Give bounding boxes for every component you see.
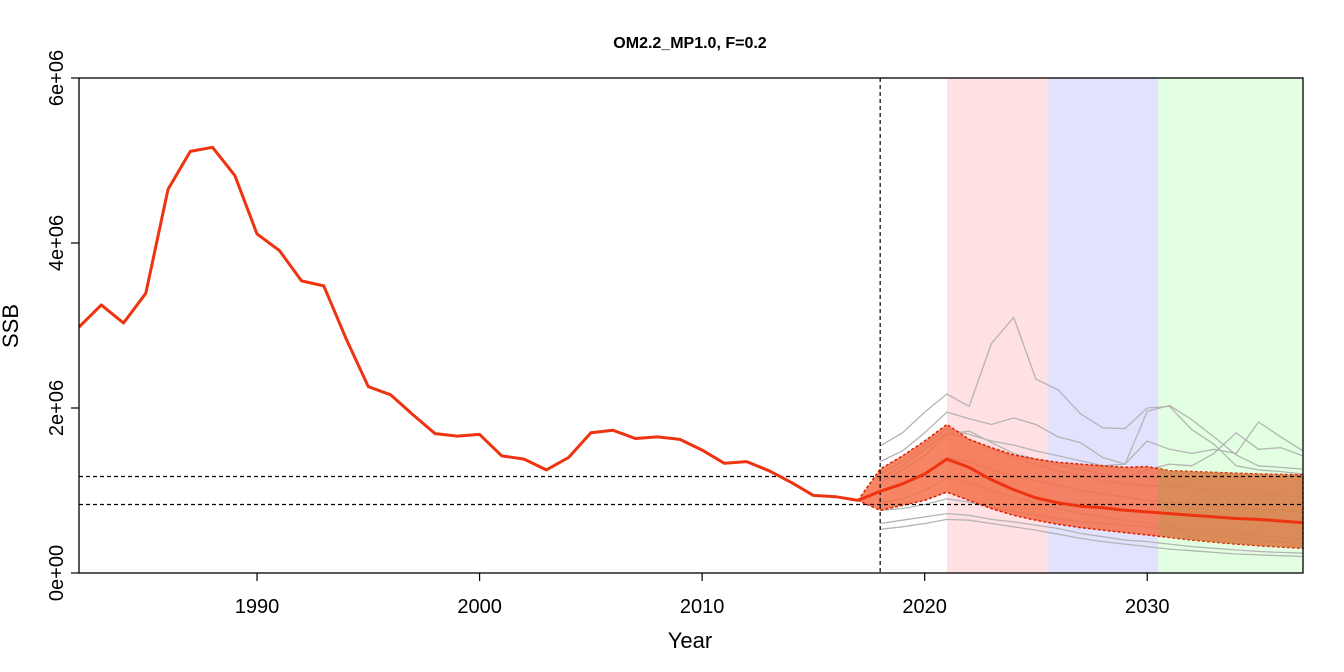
y-tick-label-3: 6e+06 — [46, 50, 68, 106]
historical-ssb-line — [77, 145, 859, 502]
x-tick-label-2020: 2020 — [902, 596, 947, 618]
x-axis: 1990 2000 2010 2020 2030 — [235, 573, 1170, 618]
y-tick-label-1: 2e+06 — [46, 380, 68, 436]
iteration-line-5 — [880, 512, 1304, 554]
projection-median-line — [857, 457, 1304, 525]
y-tick-label-2: 4e+06 — [46, 215, 68, 271]
y-axis: 0e+00 2e+06 4e+06 6e+06 — [46, 50, 79, 601]
iteration-line-2 — [879, 404, 1304, 470]
x-axis-title: Year — [668, 628, 712, 653]
y-tick-label-0: 0e+00 — [46, 545, 68, 601]
iteration-line-6 — [880, 518, 1304, 558]
x-tick-label-2030: 2030 — [1125, 596, 1170, 618]
x-tick-label-2000: 2000 — [457, 596, 502, 618]
y-axis-title: SSB — [0, 304, 23, 348]
iteration-line-1 — [879, 316, 1304, 475]
x-tick-label-2010: 2010 — [680, 596, 725, 618]
chart-title: OM2.2_MP1.0, F=0.2 — [613, 35, 767, 52]
x-tick-label-1990: 1990 — [235, 596, 280, 618]
reference-lines — [79, 78, 1303, 573]
plot-frame — [78, 77, 1304, 574]
projection-ribbon-late — [1158, 466, 1303, 549]
